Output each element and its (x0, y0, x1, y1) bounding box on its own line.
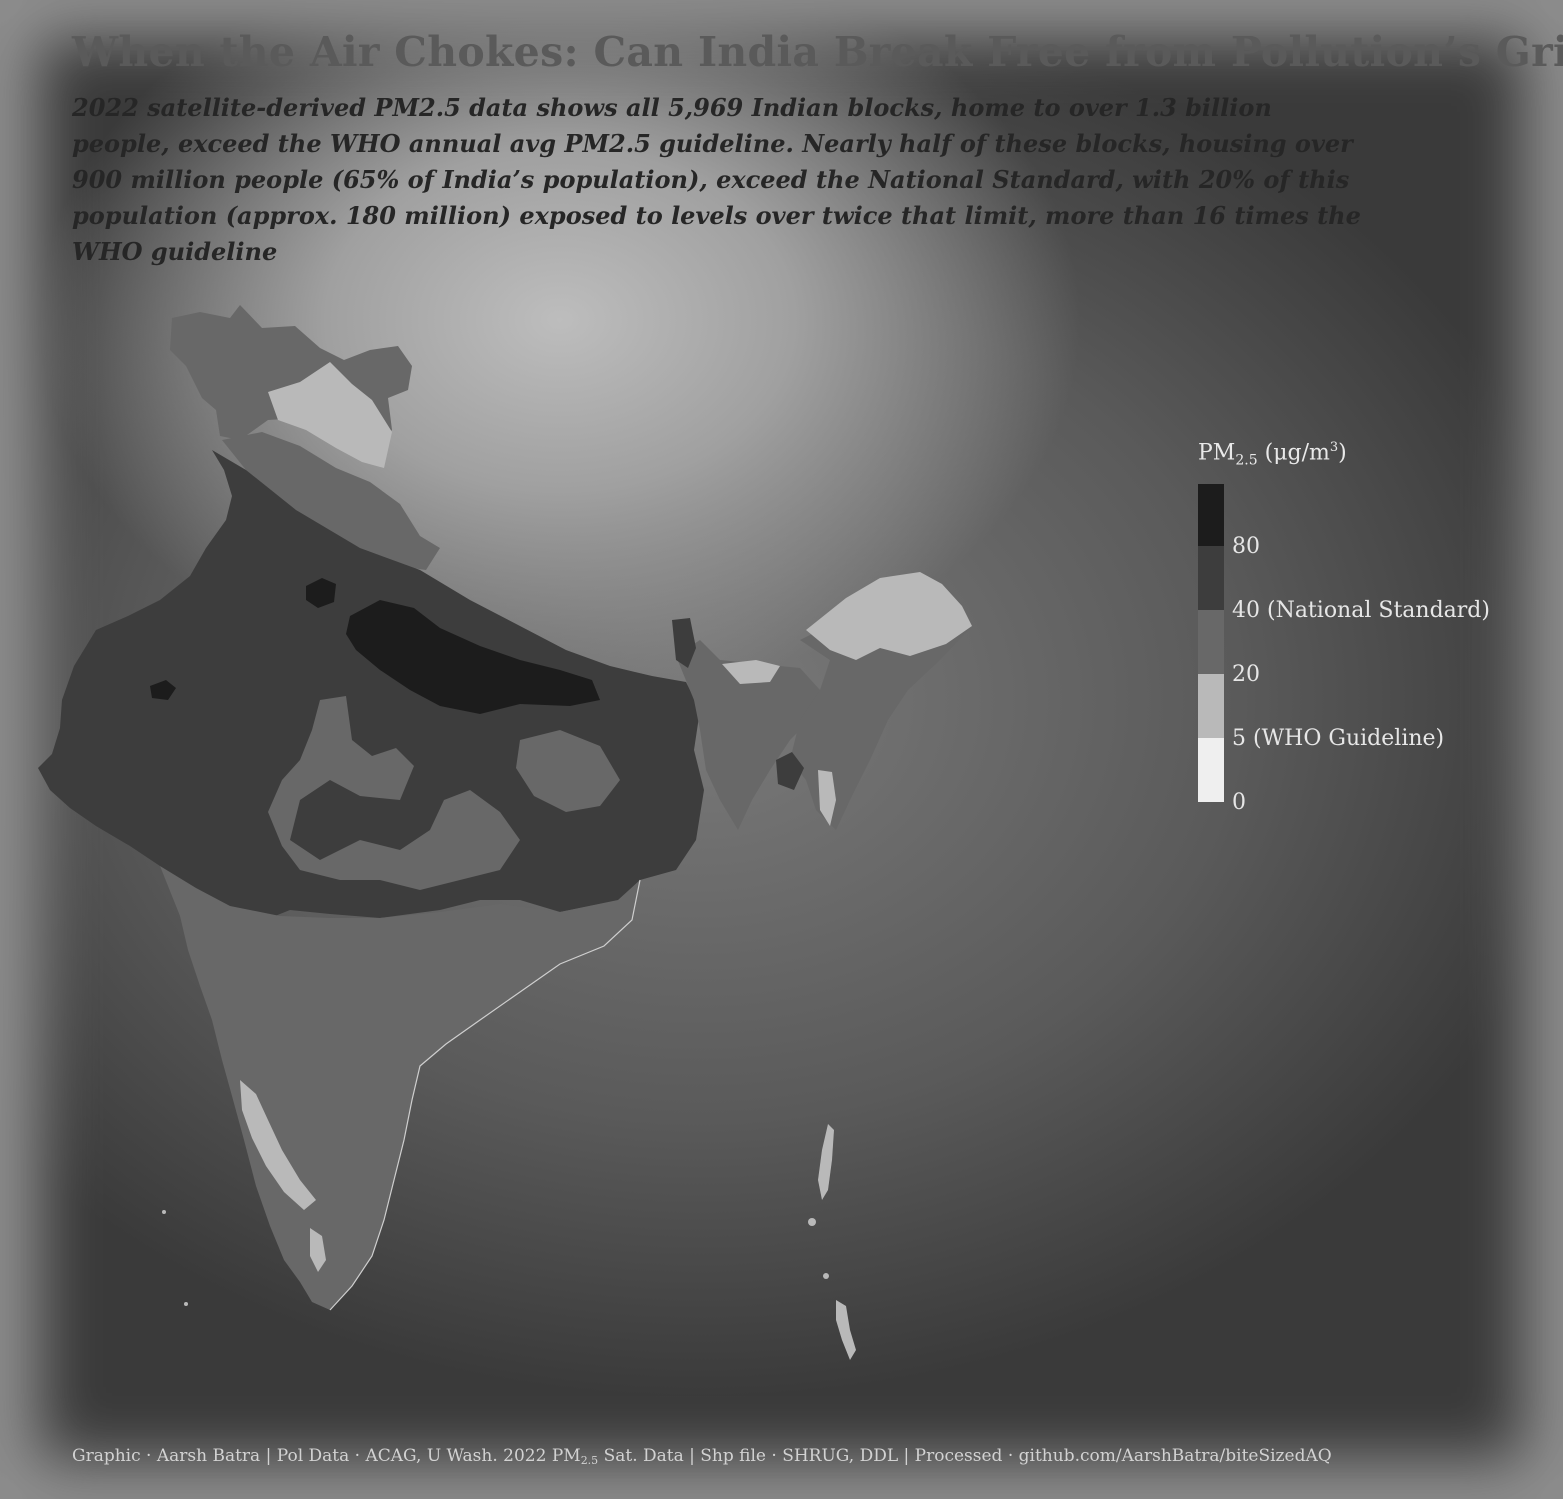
region-south-ghats (310, 1228, 326, 1272)
region-gangetic-hotspot (346, 600, 600, 714)
region-arunachal-clean (806, 572, 972, 660)
legend-label-80: 80 (1232, 534, 1260, 559)
legend-swatch-80-plus (1198, 484, 1224, 546)
legend-swatch-40-80 (1198, 546, 1224, 610)
legend-label-20: 20 (1232, 662, 1260, 687)
region-rajasthan-hotspot (150, 680, 176, 700)
region-delhi-hotspot (306, 578, 336, 608)
legend-swatch-0-5 (1198, 738, 1224, 802)
region-sikkim-dark (672, 618, 696, 668)
legend-label-5: 5 (WHO Guideline) (1232, 726, 1445, 751)
region-island-dot (808, 1218, 816, 1226)
region-peninsula (160, 866, 640, 1310)
region-himachal (222, 432, 440, 570)
region-bengal (676, 640, 820, 830)
legend-label-0: 0 (1232, 790, 1246, 815)
region-central-patch-2 (516, 730, 620, 812)
region-meghalaya-clean (722, 660, 780, 684)
region-andaman-islands (818, 1124, 834, 1200)
figure-subtitle: 2022 satellite-derived PM2.5 data shows … (72, 93, 1361, 266)
legend-label-40: 40 (National Standard) (1232, 598, 1490, 623)
region-ladakh-clean (268, 362, 392, 468)
legend-swatch-5-20 (1198, 674, 1224, 738)
region-lakshadweep-dot (162, 1210, 166, 1214)
legend-swatch-20-40 (1198, 610, 1224, 674)
legend-title: PM2.5 (μg/m3) (1198, 440, 1347, 469)
region-mizoram-clean (818, 770, 836, 826)
region-tripura-dark (776, 752, 804, 790)
region-indo-gangetic-plain (38, 450, 704, 926)
region-nicobar-islands (836, 1300, 856, 1360)
region-western-ghats (240, 1080, 316, 1210)
coastline-outline (329, 879, 641, 1311)
figure-title: When the Air Chokes: Can India Break Fre… (72, 28, 1563, 76)
source-caption: Graphic · Aarsh Batra | Pol Data · ACAG,… (72, 1446, 1332, 1467)
region-lakshadweep-dot (184, 1302, 188, 1306)
region-central-patches (268, 696, 520, 890)
legend: PM2.5 (μg/m3) 0 5 (WHO Guideline) 20 40 … (1196, 440, 1526, 820)
region-island-dot (823, 1273, 829, 1279)
